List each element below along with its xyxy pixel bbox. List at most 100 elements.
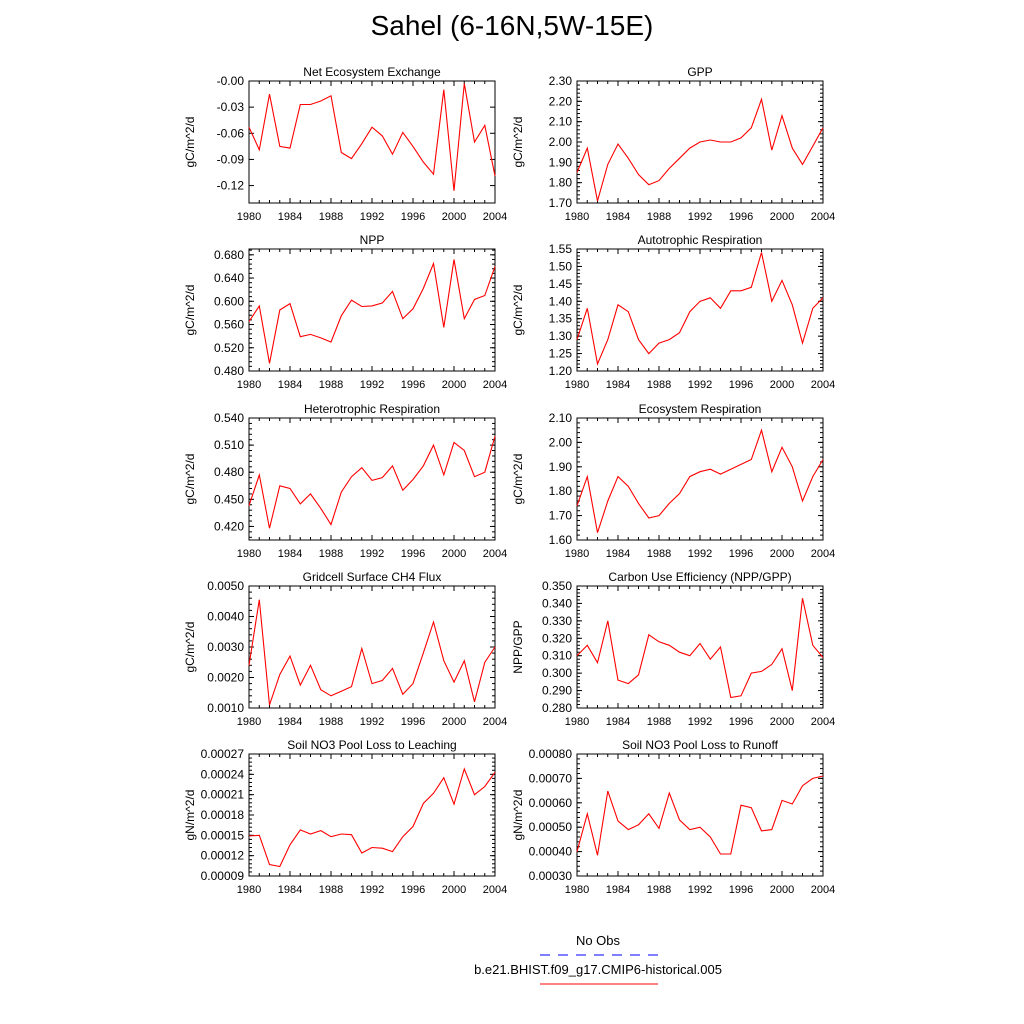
y-tick-label: 1.60 <box>549 533 573 547</box>
panel-2: GPP gC/m^2/d 1980 1984 1988 1992 1996 2000 2004 1… <box>511 65 835 223</box>
panel-3: NPP gC/m^2/d 1980 1984 1988 1992 1996 2000 2004 0… <box>183 233 507 391</box>
panel-title: Carbon Use Efficiency (NPP/GPP) <box>608 570 791 584</box>
y-tick-label: 1.90 <box>549 460 573 474</box>
panel-1: Net Ecosystem Exchange gC/m^2/d 1980 1984 19… <box>183 65 507 223</box>
y-tick-label: 0.330 <box>542 614 572 628</box>
x-tick-label: 1984 <box>606 548 630 560</box>
x-tick-label: 1992 <box>360 716 384 728</box>
series-line <box>576 428 824 533</box>
x-tick-label: 1992 <box>688 379 712 391</box>
y-tick-label: 1.80 <box>549 484 573 498</box>
panel-7: Gridcell Surface CH4 Flux gC/m^2/d 1980 198… <box>183 570 507 728</box>
y-tick-label: -0.03 <box>217 100 245 114</box>
series-line <box>576 97 824 202</box>
y-tick-label: 0.00080 <box>529 747 573 761</box>
y-tick-label: 0.450 <box>214 492 244 506</box>
y-tick-label: 2.20 <box>549 94 573 108</box>
y-tick-label: 1.20 <box>549 364 573 378</box>
x-tick-label: 1992 <box>360 548 384 560</box>
x-tick-label: 1984 <box>278 884 302 896</box>
x-tick-label: 2004 <box>483 211 507 223</box>
panel-9: Soil NO3 Pool Loss to Leaching gN/m^2/d 19… <box>183 738 507 896</box>
y-tick-label: -0.12 <box>217 179 245 193</box>
y-tick-label: 1.25 <box>549 347 573 361</box>
x-tick-label: 1996 <box>401 548 425 560</box>
x-tick-label: 1980 <box>565 548 589 560</box>
y-tick-label: 0.0010 <box>207 701 244 715</box>
x-tick-label: 1984 <box>278 379 302 391</box>
x-tick-label: 2000 <box>442 211 466 223</box>
x-tick-label: 1984 <box>606 716 630 728</box>
x-tick-label: 1980 <box>565 716 589 728</box>
panel-8: Carbon Use Efficiency (NPP/GPP) NPP/GPP 19… <box>511 570 835 728</box>
x-tick-label: 1988 <box>647 211 671 223</box>
y-tick-label: 0.00070 <box>529 771 573 785</box>
x-tick-label: 1980 <box>565 379 589 391</box>
y-tick-label: 0.680 <box>214 248 244 262</box>
y-tick-label: 0.600 <box>214 294 244 308</box>
y-axis-label: gC/m^2/d <box>183 454 197 505</box>
y-tick-label: 0.0050 <box>207 579 244 593</box>
y-tick-label: 1.35 <box>549 312 573 326</box>
x-tick-label: 1996 <box>401 716 425 728</box>
y-tick-label: 1.45 <box>549 277 573 291</box>
x-tick-label: 1996 <box>401 379 425 391</box>
panel-title: Ecosystem Respiration <box>639 402 762 416</box>
y-tick-label: 0.280 <box>542 701 572 715</box>
y-tick-label: 2.10 <box>549 115 573 129</box>
y-tick-label: 0.480 <box>214 465 244 479</box>
x-tick-label: 1980 <box>565 211 589 223</box>
y-tick-label: 0.0030 <box>207 640 244 654</box>
panel-title: NPP <box>360 233 385 247</box>
panel-title: Net Ecosystem Exchange <box>303 65 441 79</box>
y-tick-label: 1.50 <box>549 259 573 273</box>
y-tick-label: -0.06 <box>217 126 245 140</box>
y-tick-label: 0.0020 <box>207 671 244 685</box>
x-tick-label: 2004 <box>483 716 507 728</box>
x-tick-label: 1992 <box>360 379 384 391</box>
x-tick-label: 2000 <box>770 884 794 896</box>
x-tick-label: 2000 <box>442 884 466 896</box>
y-tick-label: 0.00040 <box>529 845 573 859</box>
x-tick-label: 2004 <box>811 211 835 223</box>
x-tick-label: 1996 <box>729 211 753 223</box>
y-tick-label: 0.540 <box>214 411 244 425</box>
x-tick-label: 1984 <box>278 211 302 223</box>
x-tick-label: 1992 <box>688 884 712 896</box>
y-tick-label: 0.0040 <box>207 610 244 624</box>
panel-title: Autotrophic Respiration <box>638 233 763 247</box>
y-tick-label: 1.80 <box>549 176 573 190</box>
panel-5: Heterotrophic Respiration gC/m^2/d 1980 198… <box>183 402 507 560</box>
series-line <box>248 259 496 364</box>
x-tick-label: 2004 <box>811 716 835 728</box>
x-tick-label: 1992 <box>688 548 712 560</box>
y-tick-label: 0.00060 <box>529 796 573 810</box>
x-tick-label: 2004 <box>483 884 507 896</box>
x-tick-label: 1988 <box>647 548 671 560</box>
series-line <box>248 435 496 529</box>
y-tick-label: 1.90 <box>549 155 573 169</box>
panel-4: Autotrophic Respiration gC/m^2/d 1980 1984 1… <box>511 233 835 391</box>
y-tick-label: 0.340 <box>542 596 572 610</box>
y-tick-label: 0.520 <box>214 341 244 355</box>
y-tick-label: 0.300 <box>542 666 572 680</box>
y-tick-label: 0.640 <box>214 271 244 285</box>
y-tick-label: 0.00015 <box>201 828 245 842</box>
x-tick-label: 1988 <box>319 379 343 391</box>
x-tick-label: 2000 <box>770 379 794 391</box>
x-tick-label: 1988 <box>647 884 671 896</box>
y-tick-label: 0.320 <box>542 631 572 645</box>
y-tick-label: 0.480 <box>214 364 244 378</box>
page-title: Sahel (6-16N,5W-15E) <box>370 10 654 41</box>
series-line <box>248 83 496 191</box>
x-tick-label: 2000 <box>442 548 466 560</box>
panel-title: Soil NO3 Pool Loss to Leaching <box>287 738 456 752</box>
y-tick-label: 0.310 <box>542 649 572 663</box>
x-tick-label: 1984 <box>606 884 630 896</box>
x-tick-label: 2000 <box>770 211 794 223</box>
y-tick-label: 0.00030 <box>529 869 573 883</box>
x-tick-label: 2000 <box>770 716 794 728</box>
x-tick-label: 1996 <box>401 211 425 223</box>
